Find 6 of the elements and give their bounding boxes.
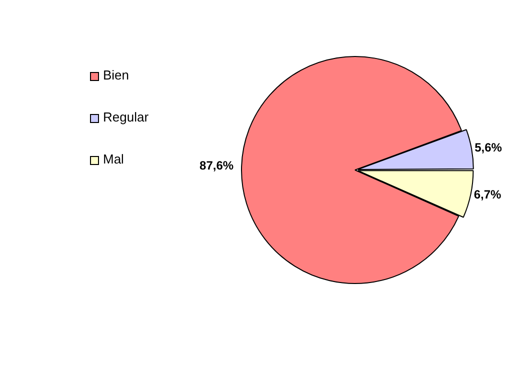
legend-label: Regular [103, 110, 150, 125]
data-label: 6,7% [474, 187, 502, 202]
legend-label: Mal [103, 152, 124, 167]
data-label: 87,6% [200, 158, 234, 172]
legend-label: Bien [103, 68, 130, 83]
data-label: 5,6% [474, 140, 502, 155]
